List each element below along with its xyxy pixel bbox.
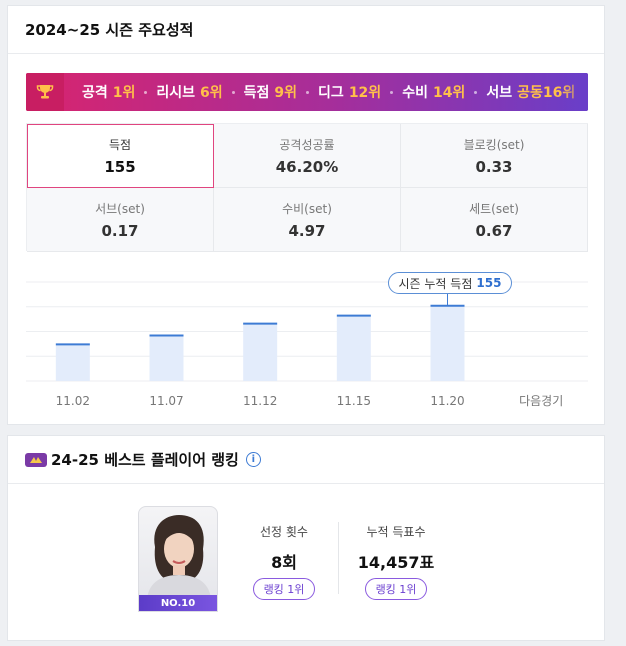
ribbon-item-rank: 14위 [432, 85, 466, 101]
stat-cell[interactable]: 블로킹(set) 0.33 [401, 124, 588, 188]
ribbon-item-rank: 공동16위 [517, 85, 576, 101]
ribbon-item-rank: 9위 [274, 85, 298, 101]
metric-value: 14,457표 [357, 553, 435, 572]
ranking-title: 24-25 베스트 플레이어 랭킹 [51, 451, 239, 469]
chart-bar [430, 305, 465, 381]
ribbon-item-label: 공격 [82, 85, 108, 101]
ribbon-separator [474, 90, 478, 94]
x-tick-label: 11.12 [243, 394, 277, 408]
season-points-chart: 11.02 11.07 11.12 11.15 11.20 다음경기 시즌 누적 득점 15… [26, 268, 588, 418]
ribbon-item[interactable]: 수비 14위 [402, 82, 465, 102]
ribbon-separator [390, 90, 394, 94]
stat-grid: 득점 155 공격성공률 46.20% 블로킹(set) 0.33 서브(set) 0.17 수… [26, 123, 588, 252]
stat-value: 4.97 [288, 221, 326, 240]
ribbon-separator [306, 90, 310, 94]
ribbon-item[interactable]: 서브 공동16위 [486, 82, 575, 102]
ribbon-item-rank: 6위 [200, 85, 223, 101]
info-icon[interactable]: i [245, 452, 261, 467]
ribbon-item[interactable]: 득점 9위 [244, 82, 297, 102]
trophy-icon [26, 73, 64, 111]
chart-bar [55, 344, 90, 381]
total-votes-metric: 누적 득표수 14,457표 랭킹 1위 [341, 523, 451, 600]
stat-cell[interactable]: 서브(set) 0.17 [27, 188, 214, 252]
chart-bar [243, 323, 278, 381]
ribbon-item-label: 서브 [486, 85, 513, 101]
stat-label: 세트(set) [469, 201, 519, 216]
stat-label: 블로킹(set) [463, 137, 525, 152]
bubble-value: 155 [476, 276, 502, 290]
stat-value: 0.67 [475, 221, 513, 240]
stat-label: 수비(set) [282, 201, 332, 216]
bubble-prefix: 시즌 누적 득점 [398, 276, 473, 291]
metric-label: 누적 득표수 [366, 525, 426, 539]
stat-cell[interactable]: 득점 155 [27, 124, 214, 188]
x-tick-label: 11.15 [337, 394, 371, 408]
ribbon-separator [144, 90, 148, 94]
season-stats-card: 2024~25 시즌 주요성적 공격 1위 리시브 6위 득점 9위 디그 12위 수비 14위 서… [7, 5, 605, 425]
ribbon-item-label: 리시브 [156, 85, 196, 101]
ribbon-items: 공격 1위 리시브 6위 득점 9위 디그 12위 수비 14위 서브 공동16위 [64, 82, 575, 102]
stat-cell[interactable]: 공격성공률 46.20% [214, 124, 401, 188]
stat-value: 155 [104, 157, 136, 176]
chart-bar [149, 335, 184, 381]
ranking-header: 24-25 베스트 플레이어 랭킹 i [8, 436, 604, 484]
best-player-ranking-card: 24-25 베스트 플레이어 랭킹 i NO.10 선정 횟수 8회 랭킹 1위… [7, 435, 605, 641]
selection-count-metric: 선정 횟수 8회 랭킹 1위 [229, 523, 339, 600]
ribbon-item-label: 수비 [402, 85, 428, 101]
stat-label: 득점 [108, 137, 132, 152]
rank-badge[interactable]: 랭킹 1위 [364, 578, 428, 600]
rank-ribbon: 공격 1위 리시브 6위 득점 9위 디그 12위 수비 14위 서브 공동16위 [26, 73, 588, 111]
season-stats-title: 2024~25 시즌 주요성적 [8, 6, 604, 54]
metric-value: 8회 [271, 553, 297, 572]
ribbon-item-rank: 1위 [112, 85, 136, 101]
stat-label: 서브(set) [95, 201, 145, 216]
ribbon-item-rank: 12위 [348, 85, 382, 101]
ribbon-item[interactable]: 디그 12위 [318, 82, 381, 102]
rank-badge[interactable]: 랭킹 1위 [252, 578, 316, 600]
player-number: NO.10 [139, 595, 217, 611]
league-logo-icon [25, 452, 47, 467]
metric-divider [338, 522, 339, 594]
stat-value: 46.20% [275, 157, 339, 176]
ribbon-separator [231, 90, 235, 94]
stat-cell[interactable]: 수비(set) 4.97 [214, 188, 401, 252]
x-tick-label: 11.07 [149, 394, 183, 408]
ribbon-item-label: 디그 [318, 85, 344, 101]
ribbon-item[interactable]: 공격 1위 [82, 82, 135, 102]
season-total-bubble: 시즌 누적 득점 155 [387, 272, 513, 294]
chart-bar [336, 315, 371, 381]
player-card[interactable]: NO.10 [138, 506, 218, 612]
stat-value: 0.17 [101, 221, 139, 240]
chart-svg: 11.02 11.07 11.12 11.15 11.20 다음경기 [26, 281, 588, 408]
stat-cell[interactable]: 세트(set) 0.67 [401, 188, 588, 252]
x-tick-label: 11.02 [56, 394, 90, 408]
stat-value: 0.33 [475, 157, 513, 176]
player-photo [147, 515, 211, 599]
ribbon-item[interactable]: 리시브 6위 [156, 82, 222, 102]
x-tick-label: 다음경기 [519, 394, 563, 408]
ribbon-item-label: 득점 [243, 85, 270, 101]
stat-label: 공격성공률 [279, 137, 335, 152]
metric-label: 선정 횟수 [260, 525, 308, 539]
x-tick-label: 11.20 [430, 394, 464, 408]
